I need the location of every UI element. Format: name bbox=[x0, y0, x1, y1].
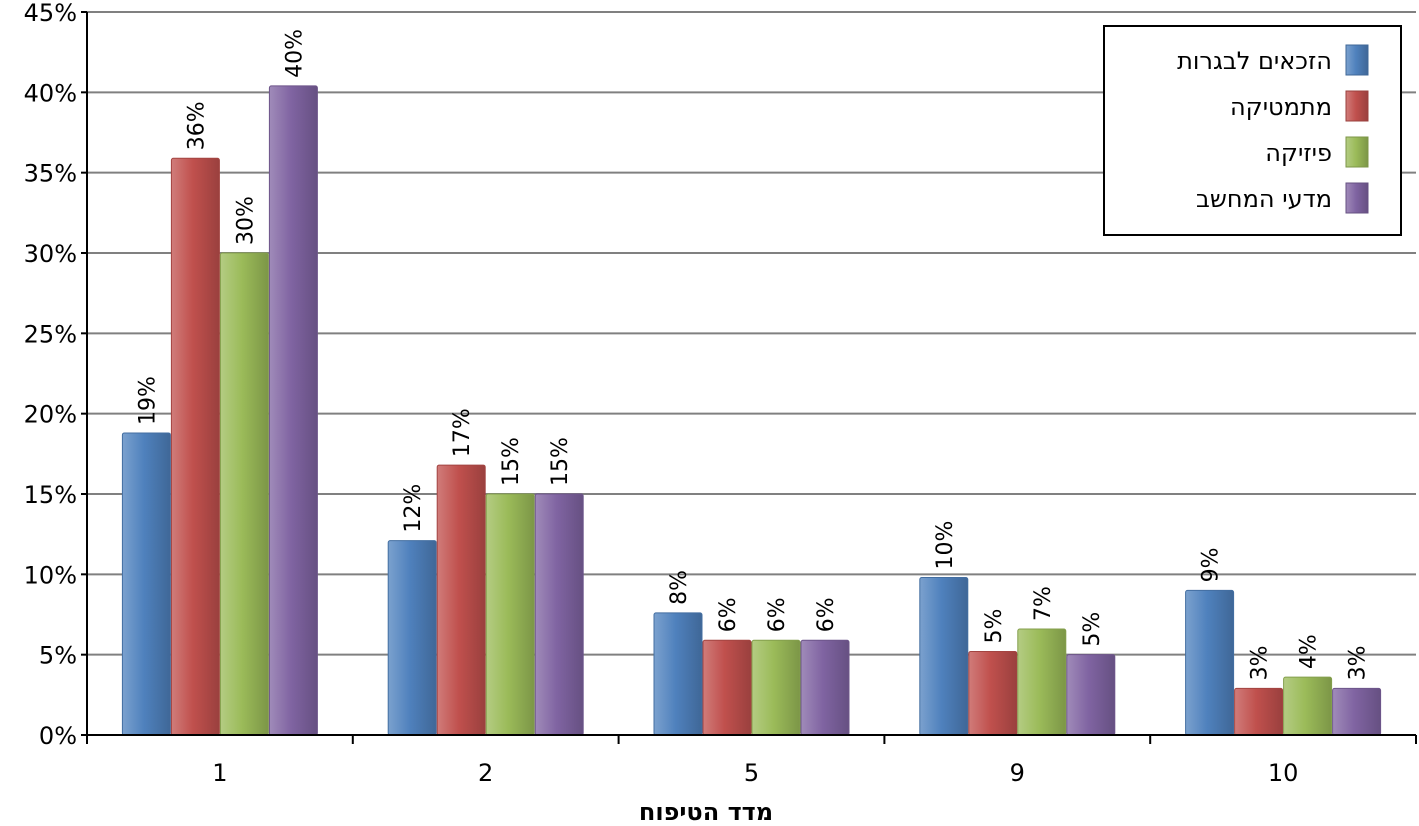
bars bbox=[121, 85, 1382, 736]
legend-label: הזכאים לבגרות bbox=[1177, 47, 1332, 75]
bar bbox=[219, 252, 269, 736]
y-tick-label: 15% bbox=[24, 481, 77, 509]
bar bbox=[268, 85, 318, 736]
bar bbox=[751, 639, 801, 736]
data-label: 40% bbox=[282, 29, 307, 78]
data-label: 6% bbox=[814, 597, 839, 632]
bar bbox=[387, 540, 437, 736]
x-axis-title: מדד הטיפוח bbox=[639, 798, 773, 826]
bar bbox=[121, 432, 171, 736]
legend-label: מתמטיקה bbox=[1230, 93, 1332, 121]
bar bbox=[485, 493, 535, 736]
x-tick-label: 1 bbox=[212, 759, 227, 787]
y-tick-label: 5% bbox=[39, 642, 77, 670]
bar bbox=[1066, 654, 1116, 736]
data-label: 5% bbox=[982, 609, 1007, 644]
bar bbox=[653, 612, 703, 736]
data-label: 3% bbox=[1346, 646, 1371, 681]
bar bbox=[800, 639, 850, 736]
legend-swatch bbox=[1345, 136, 1369, 168]
y-tick-label: 10% bbox=[24, 561, 77, 589]
bar bbox=[1283, 676, 1333, 736]
y-tick-label: 25% bbox=[24, 320, 77, 348]
bar bbox=[702, 639, 752, 736]
data-label: 6% bbox=[716, 597, 741, 632]
data-label: 4% bbox=[1297, 634, 1322, 669]
data-label: 15% bbox=[499, 437, 524, 486]
data-label: 9% bbox=[1199, 547, 1224, 582]
data-label: 30% bbox=[233, 196, 258, 245]
y-tick-label: 0% bbox=[39, 722, 77, 750]
y-tick-label: 20% bbox=[24, 401, 77, 429]
data-label: 36% bbox=[184, 101, 209, 150]
bar bbox=[534, 493, 584, 736]
y-tick-label: 35% bbox=[24, 160, 77, 188]
bar bbox=[1185, 589, 1235, 736]
x-tick-label: 10 bbox=[1268, 759, 1299, 787]
data-label: 7% bbox=[1031, 586, 1056, 621]
data-labels: 19% 36% 30% 40% 12% 17% 15% 15% 8% 6% 6% 6% 10% 5% 7% 5… bbox=[135, 29, 1370, 680]
data-label: 10% bbox=[933, 521, 958, 570]
data-label: 15% bbox=[548, 437, 573, 486]
bar bbox=[1332, 687, 1382, 736]
data-label: 6% bbox=[765, 597, 790, 632]
axes: 0% 5% 10% 15% 20% 25% 30% 35% 40% 45% 1 2 5 9 10 bbox=[24, 0, 1417, 787]
x-tick-label: 9 bbox=[1010, 759, 1025, 787]
legend-swatch bbox=[1345, 44, 1369, 76]
bar bbox=[968, 650, 1018, 736]
data-label: 8% bbox=[667, 570, 692, 605]
data-label: 5% bbox=[1080, 612, 1105, 647]
data-label: 12% bbox=[401, 484, 426, 533]
data-label: 17% bbox=[450, 408, 475, 457]
bar bbox=[170, 157, 220, 736]
data-label: 3% bbox=[1248, 646, 1273, 681]
bar bbox=[1234, 687, 1284, 736]
bar bbox=[1017, 628, 1067, 736]
x-tick-label: 5 bbox=[744, 759, 759, 787]
bar bbox=[919, 577, 969, 736]
y-tick-label: 40% bbox=[24, 79, 77, 107]
x-tick-label: 2 bbox=[478, 759, 493, 787]
y-tick-label: 30% bbox=[24, 240, 77, 268]
legend-label: מדעי המחשב bbox=[1196, 185, 1332, 213]
legend-swatch bbox=[1345, 182, 1369, 214]
bar bbox=[436, 464, 486, 736]
y-tick-label: 45% bbox=[24, 0, 77, 27]
data-label: 19% bbox=[135, 376, 160, 425]
legend: הזכאים לבגרות מתמטיקה פיזיקה מדעי המחשב bbox=[1103, 25, 1402, 236]
legend-swatch bbox=[1345, 90, 1369, 122]
legend-label: פיזיקה bbox=[1265, 139, 1332, 167]
